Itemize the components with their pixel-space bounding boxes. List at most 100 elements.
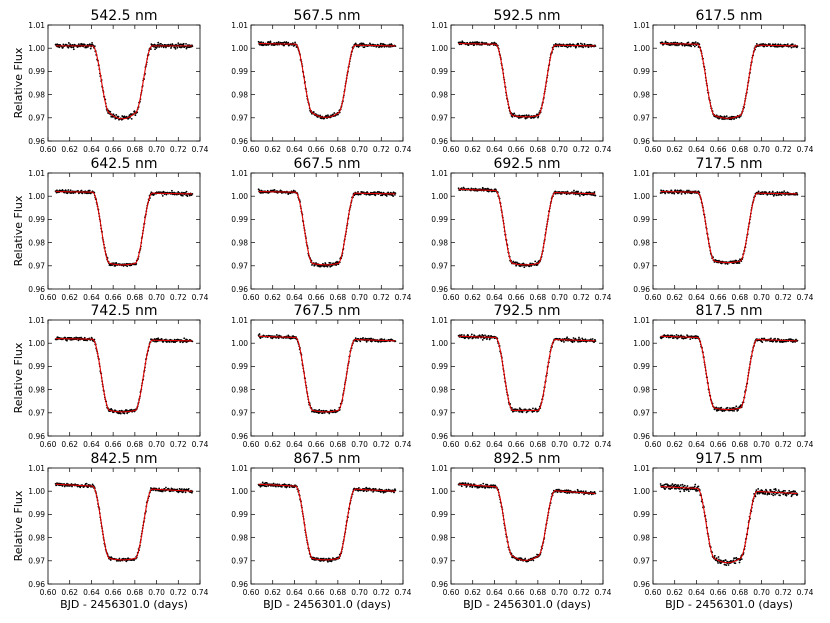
data-point: [272, 482, 275, 485]
x-tick-label: 0.64: [486, 440, 503, 449]
data-points: [54, 41, 194, 121]
data-point: [460, 485, 463, 488]
data-point: [554, 43, 557, 45]
data-point: [165, 486, 167, 489]
data-point: [659, 192, 662, 194]
data-point: [770, 337, 772, 340]
axes-frame: [450, 172, 604, 290]
data-point: [719, 115, 722, 117]
y-tick-label: 0.98: [431, 385, 448, 394]
x-tick-label: 0.68: [330, 588, 347, 597]
data-points: [54, 336, 194, 415]
data-point: [182, 42, 185, 45]
data-point: [359, 340, 362, 343]
data-point: [686, 189, 688, 192]
model-curve: [55, 191, 193, 266]
data-point: [337, 113, 339, 116]
x-tick-label: 0.60: [243, 588, 260, 597]
data-point: [534, 260, 537, 263]
x-tick-label: 0.62: [264, 293, 281, 302]
y-axis-label: Relative Flux: [12, 47, 25, 118]
y-tick-label: 0.97: [28, 409, 45, 418]
data-points: [457, 333, 597, 414]
data-point: [162, 46, 165, 49]
data-point: [261, 481, 264, 484]
data-point: [185, 190, 188, 193]
panel-title: 592.5 nm: [493, 8, 560, 24]
x-tick-label: 0.72: [373, 440, 390, 449]
data-point: [277, 41, 280, 43]
x-tick-label: 0.70: [551, 293, 568, 302]
data-point: [486, 483, 489, 486]
x-tick-label: 0.74: [797, 440, 814, 449]
y-tick-label: 1.00: [633, 339, 650, 348]
x-tick-label: 0.70: [148, 440, 165, 449]
x-tick-label: 0.68: [732, 440, 749, 449]
panel-7: 692.5 nm0.960.970.980.991.001.010.60 0.62…: [431, 156, 611, 302]
data-points: [257, 481, 397, 563]
y-tick-label: 0.99: [231, 215, 248, 224]
data-point: [573, 189, 575, 192]
data-point: [482, 188, 485, 190]
data-point: [687, 41, 690, 44]
data-point: [265, 485, 268, 488]
data-point: [478, 41, 481, 44]
data-point: [459, 41, 462, 44]
data-point: [575, 45, 578, 48]
data-point: [178, 43, 181, 46]
data-point: [329, 262, 332, 264]
panel-title: 692.5 nm: [493, 156, 560, 172]
panel-title: 767.5 nm: [293, 303, 360, 319]
x-tick-label: 0.64: [286, 588, 303, 597]
y-tick-label: 0.97: [633, 409, 650, 418]
y-tick-label: 0.96: [28, 285, 45, 294]
y-tick-label: 0.97: [231, 409, 248, 418]
x-tick-label: 0.62: [464, 145, 481, 154]
model-curve: [458, 188, 596, 266]
model-curve: [258, 335, 396, 413]
data-point: [579, 194, 581, 197]
y-tick-label: 0.99: [431, 215, 448, 224]
x-tick-label: 0.68: [530, 145, 547, 154]
y-tick-label: 0.98: [28, 238, 45, 247]
data-point: [676, 189, 679, 192]
data-point: [374, 194, 377, 197]
x-tick-label: 0.72: [573, 145, 590, 154]
data-point: [326, 265, 329, 268]
data-point: [363, 46, 366, 49]
data-point: [259, 192, 262, 194]
y-tick-label: 0.98: [28, 90, 45, 99]
data-point: [565, 45, 568, 48]
y-tick-label: 0.96: [28, 137, 45, 146]
x-tick-label: 0.62: [666, 440, 683, 449]
data-points: [659, 334, 799, 413]
data-point: [594, 194, 597, 197]
data-point: [69, 189, 72, 192]
y-axis-label: Relative Flux: [12, 342, 25, 413]
data-point: [109, 110, 112, 113]
x-tick-label: 0.74: [595, 440, 612, 449]
y-tick-label: 0.96: [231, 137, 248, 146]
data-point: [365, 490, 368, 493]
x-tick-label: 0.66: [308, 293, 325, 302]
y-tick-label: 0.96: [431, 137, 448, 146]
y-tick-label: 1.00: [431, 44, 448, 53]
data-point: [109, 264, 112, 267]
data-point: [383, 46, 386, 48]
data-point: [316, 116, 319, 118]
data-point: [165, 46, 167, 49]
data-point: [385, 195, 388, 197]
data-point: [724, 115, 726, 118]
data-point: [572, 337, 575, 339]
x-axis-label: BJD - 2456301.0 (days): [263, 598, 391, 611]
data-point: [354, 337, 357, 340]
x-tick-label: 0.70: [753, 293, 770, 302]
data-point: [177, 190, 180, 193]
y-tick-label: 0.97: [633, 114, 650, 123]
y-tick-label: 0.98: [633, 90, 650, 99]
x-tick-label: 0.60: [645, 440, 662, 449]
y-tick-label: 0.98: [633, 238, 650, 247]
panel-title: 567.5 nm: [293, 8, 360, 24]
y-tick-label: 0.97: [431, 409, 448, 418]
data-points: [257, 333, 397, 415]
